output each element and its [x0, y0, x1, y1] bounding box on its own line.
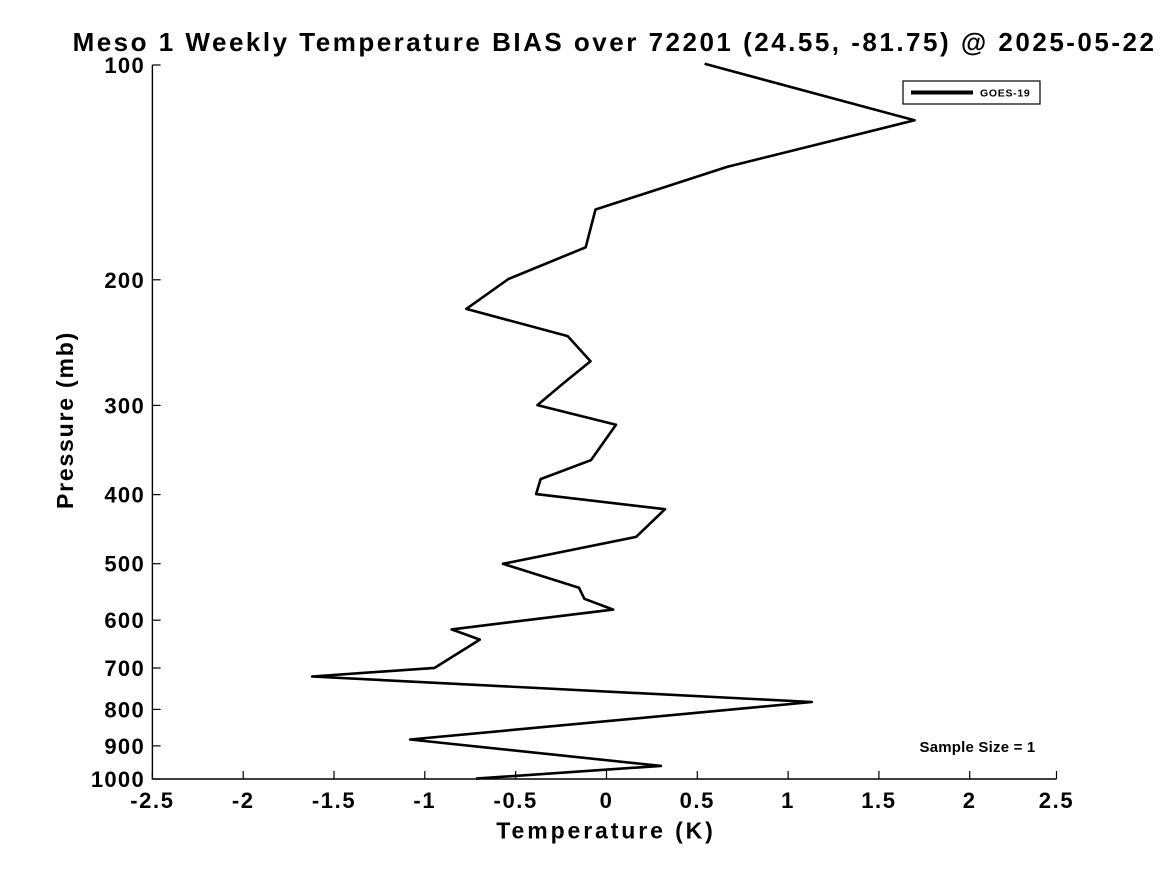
svg-text:Sample Size = 1: Sample Size = 1	[920, 739, 1036, 756]
svg-text:400: 400	[104, 483, 145, 508]
svg-text:2.5: 2.5	[1039, 788, 1074, 813]
svg-text:1: 1	[781, 788, 795, 813]
svg-text:Meso 1 Weekly Temperature BIAS: Meso 1 Weekly Temperature BIAS over 7220…	[73, 27, 1157, 57]
svg-text:GOES-19: GOES-19	[980, 88, 1030, 100]
svg-text:2: 2	[963, 788, 977, 813]
svg-text:Pressure (mb): Pressure (mb)	[52, 331, 78, 509]
svg-text:600: 600	[104, 608, 145, 633]
svg-text:900: 900	[104, 734, 145, 759]
svg-text:0.5: 0.5	[680, 788, 715, 813]
svg-text:-2.5: -2.5	[130, 788, 174, 813]
svg-text:-1.5: -1.5	[312, 788, 356, 813]
svg-text:200: 200	[104, 268, 145, 293]
svg-text:-2: -2	[232, 788, 255, 813]
svg-text:0: 0	[600, 788, 614, 813]
svg-text:1000: 1000	[91, 767, 145, 792]
svg-text:-1: -1	[413, 788, 436, 813]
svg-text:500: 500	[104, 552, 145, 577]
svg-text:100: 100	[104, 53, 145, 78]
svg-text:-0.5: -0.5	[494, 788, 538, 813]
svg-text:700: 700	[104, 656, 145, 681]
svg-text:1.5: 1.5	[861, 788, 896, 813]
svg-text:Temperature (K): Temperature (K)	[496, 818, 715, 844]
svg-text:300: 300	[104, 393, 145, 418]
svg-text:800: 800	[104, 697, 145, 722]
